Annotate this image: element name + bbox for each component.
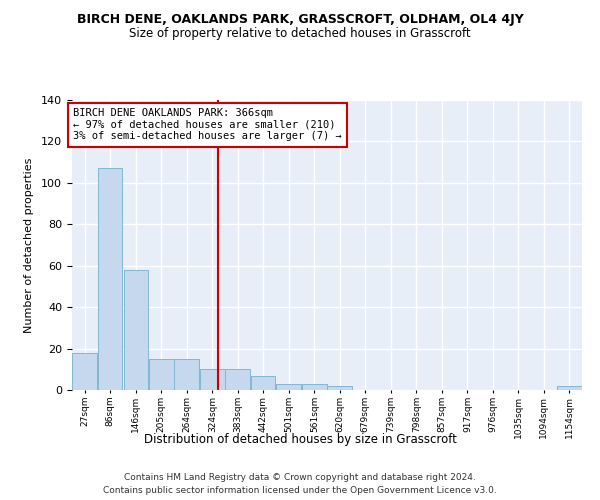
Bar — [226, 370, 250, 390]
Text: BIRCH DENE OAKLANDS PARK: 366sqm
← 97% of detached houses are smaller (210)
3% o: BIRCH DENE OAKLANDS PARK: 366sqm ← 97% o… — [73, 108, 342, 142]
Bar — [328, 386, 352, 390]
Text: Contains HM Land Registry data © Crown copyright and database right 2024.: Contains HM Land Registry data © Crown c… — [124, 472, 476, 482]
Bar — [251, 376, 275, 390]
Bar — [276, 384, 301, 390]
Bar — [302, 384, 326, 390]
Bar — [73, 352, 97, 390]
Bar — [174, 359, 199, 390]
Bar — [149, 359, 173, 390]
Text: Contains public sector information licensed under the Open Government Licence v3: Contains public sector information licen… — [103, 486, 497, 495]
Text: BIRCH DENE, OAKLANDS PARK, GRASSCROFT, OLDHAM, OL4 4JY: BIRCH DENE, OAKLANDS PARK, GRASSCROFT, O… — [77, 12, 523, 26]
Bar — [200, 370, 225, 390]
Bar — [98, 168, 122, 390]
Text: Distribution of detached houses by size in Grasscroft: Distribution of detached houses by size … — [143, 432, 457, 446]
Bar — [557, 386, 581, 390]
Bar — [124, 270, 148, 390]
Y-axis label: Number of detached properties: Number of detached properties — [24, 158, 34, 332]
Text: Size of property relative to detached houses in Grasscroft: Size of property relative to detached ho… — [129, 28, 471, 40]
